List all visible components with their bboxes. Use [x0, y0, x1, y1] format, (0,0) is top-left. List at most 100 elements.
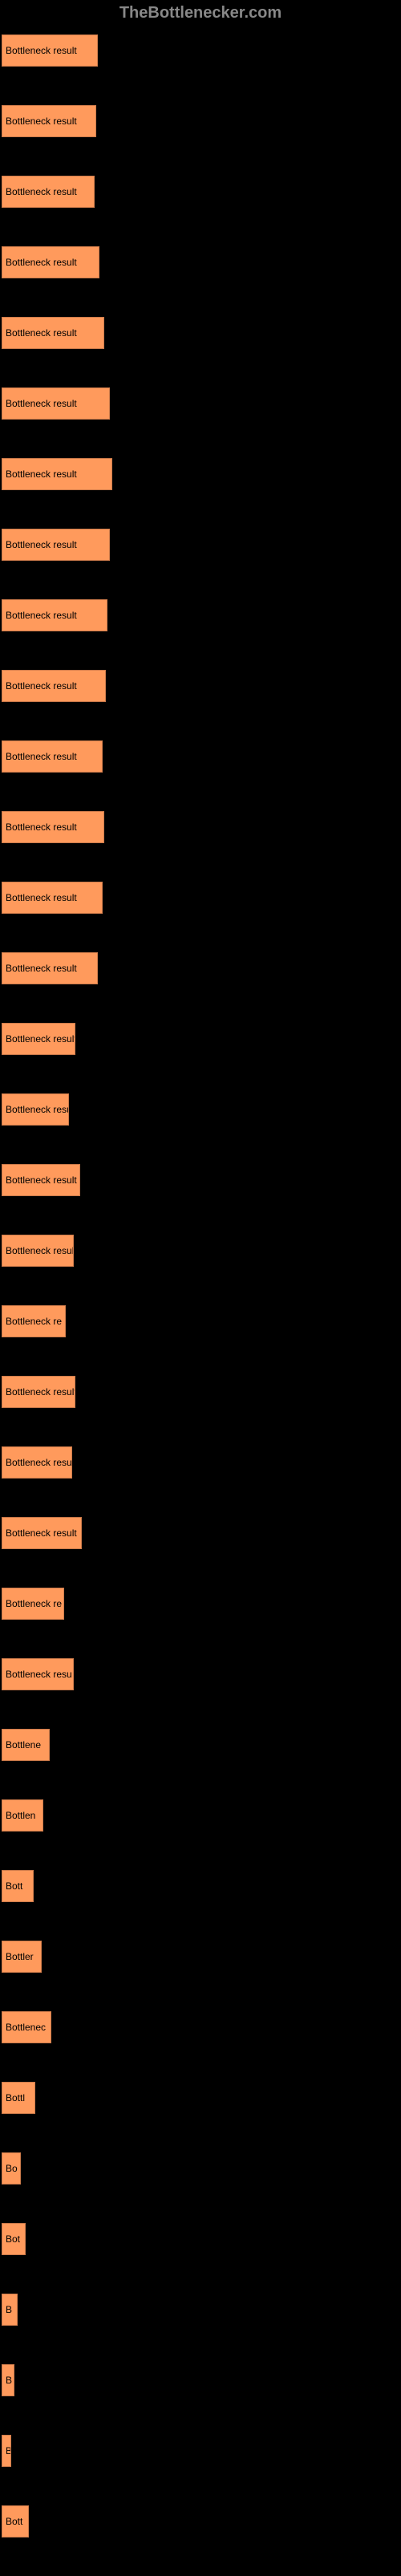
- bar-row: Bottleneck resu: [2, 1658, 401, 1690]
- bar: Bottleneck result: [2, 176, 95, 208]
- bar: B: [2, 2435, 11, 2467]
- bar: Bottlen: [2, 1799, 43, 1832]
- bar-row: Bottleneck result: [2, 670, 401, 702]
- bar: Bottl: [2, 2082, 35, 2114]
- bar-label: Bottleneck result: [6, 186, 77, 197]
- bar-label: Bottleneck result: [6, 539, 77, 550]
- bar-row: Bottleneck result: [2, 882, 401, 914]
- bar: Bottleneck result: [2, 529, 110, 561]
- bar-label: Bottleneck resu: [6, 1457, 72, 1468]
- bar: Bottleneck result: [2, 1093, 69, 1126]
- bar: Bottleneck result: [2, 317, 104, 349]
- bar: Bottleneck re: [2, 1305, 66, 1337]
- bar-label: Bottlen: [6, 1810, 35, 1821]
- bar-label: B: [6, 2445, 11, 2456]
- bar-label: Bottleneck result: [6, 469, 77, 480]
- bar-label: Bottleneck re: [6, 1316, 62, 1327]
- bar: Bottleneck result: [2, 599, 107, 631]
- bar-chart: Bottleneck result Bottleneck result Bottle…: [0, 34, 401, 2537]
- bar-label: Bottleneck result: [6, 45, 77, 56]
- bar: Bott: [2, 2505, 29, 2537]
- bar-row: Bottleneck result: [2, 458, 401, 490]
- bar-label: Bottleneck re: [6, 1598, 62, 1609]
- bar-label: Bottleneck result: [6, 116, 77, 127]
- bar-row: B: [2, 2435, 401, 2467]
- bar-label: Bottleneck result: [6, 398, 77, 409]
- bar-label: Bott: [6, 1880, 22, 1892]
- bar-label: Bottleneck result: [6, 1174, 77, 1186]
- bar: Bott: [2, 1870, 34, 1902]
- bar: Bottleneck result: [2, 882, 103, 914]
- bar-row: Bottleneck re: [2, 1588, 401, 1620]
- bar-row: B: [2, 2364, 401, 2396]
- bar: Bottleneck result: [2, 811, 104, 843]
- bar-label: Bottleneck result: [6, 327, 77, 339]
- bar-row: Bottleneck result: [2, 952, 401, 984]
- bar: Bottleneck result: [2, 952, 98, 984]
- bar-label: Bottleneck result: [6, 1104, 69, 1115]
- bar: Bottlene: [2, 1729, 50, 1761]
- bar-label: Bottleneck result: [6, 751, 77, 762]
- bar-row: Bottleneck result: [2, 1376, 401, 1408]
- bar: Bottleneck result: [2, 740, 103, 773]
- bar-row: Bottleneck result: [2, 1093, 401, 1126]
- bar: B: [2, 2364, 14, 2396]
- bar: Bottler: [2, 1941, 42, 1973]
- bar-label: Bottleneck result: [6, 821, 77, 833]
- bar-label: Bottleneck result: [6, 610, 77, 621]
- bar: Bottleneck result: [2, 1517, 82, 1549]
- bar-label: Bottler: [6, 1951, 34, 1962]
- bar: B: [2, 2294, 18, 2326]
- bar-row: Bottleneck result: [2, 105, 401, 137]
- bar-row: Bottleneck re: [2, 1305, 401, 1337]
- bar-row: Bo: [2, 2152, 401, 2185]
- bar-label: B: [6, 2375, 12, 2386]
- bar-row: Bottleneck result: [2, 740, 401, 773]
- bar: Bottleneck result: [2, 246, 99, 278]
- bar-label: Bottlene: [6, 1739, 41, 1750]
- bar: Bottleneck resul: [2, 1235, 74, 1267]
- bar-row: Bottleneck resul: [2, 1235, 401, 1267]
- bar-label: Bot: [6, 2233, 20, 2245]
- bar-label: Bott: [6, 2516, 22, 2527]
- bar-row: Bottleneck result: [2, 599, 401, 631]
- bar: Bottlenec: [2, 2011, 51, 2043]
- bar-label: Bottleneck result: [6, 892, 77, 903]
- bar: Bottleneck result: [2, 458, 112, 490]
- bar: Bot: [2, 2223, 26, 2255]
- bar: Bottleneck result: [2, 34, 98, 67]
- bar-row: Bottlene: [2, 1729, 401, 1761]
- bar-row: Bott: [2, 2505, 401, 2537]
- bar: Bottleneck result: [2, 105, 96, 137]
- bar-row: Bottleneck result: [2, 811, 401, 843]
- bar-row: Bottleneck result: [2, 176, 401, 208]
- bar-label: B: [6, 2304, 12, 2315]
- bar-label: Bottleneck result: [6, 680, 77, 692]
- bar-row: Bottler: [2, 1941, 401, 1973]
- bar-label: Bottleneck resul: [6, 1245, 74, 1256]
- bar-row: Bott: [2, 1870, 401, 1902]
- bar: Bottleneck resu: [2, 1446, 72, 1479]
- bar-row: B: [2, 2294, 401, 2326]
- bar-row: Bottleneck result: [2, 246, 401, 278]
- bar-row: Bot: [2, 2223, 401, 2255]
- bar-label: Bottleneck result: [6, 963, 77, 974]
- bar-label: Bottl: [6, 2092, 25, 2103]
- bar-label: Bottleneck result: [6, 1527, 77, 1539]
- bar-row: Bottl: [2, 2082, 401, 2114]
- bar-label: Bottlenec: [6, 2022, 46, 2033]
- bar-row: Bottleneck resu: [2, 1446, 401, 1479]
- bar-label: Bottleneck resu: [6, 1669, 72, 1680]
- bar-row: Bottlen: [2, 1799, 401, 1832]
- bar-label: Bottleneck result: [6, 1386, 75, 1398]
- bar: Bottleneck result: [2, 670, 106, 702]
- bar-label: Bo: [6, 2163, 18, 2174]
- bar-row: Bottleneck result: [2, 1164, 401, 1196]
- bar-label: Bottleneck result: [6, 1033, 75, 1045]
- bar: Bottleneck re: [2, 1588, 64, 1620]
- header-title: TheBottlenecker.com: [0, 4, 401, 22]
- bar-row: Bottleneck result: [2, 317, 401, 349]
- bar: Bottleneck resu: [2, 1658, 74, 1690]
- bar-row: Bottleneck result: [2, 387, 401, 420]
- bar: Bottleneck result: [2, 1376, 75, 1408]
